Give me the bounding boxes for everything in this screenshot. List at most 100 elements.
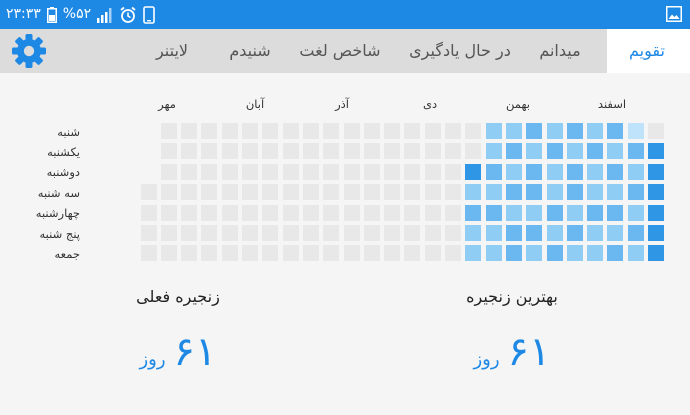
current-streak-number: ۶۱: [173, 329, 217, 375]
calendar-day-cell: [242, 225, 258, 241]
calendar-day-cell: [506, 143, 522, 159]
calendar-day-cell: [161, 205, 177, 221]
calendar-day-cell: [344, 245, 360, 261]
day-label-wednesday: چهارشنبه: [35, 206, 80, 220]
calendar-day-cell: [526, 184, 542, 200]
calendar-day-cell: [384, 164, 400, 180]
calendar-day-cell: [648, 205, 664, 221]
calendar-day-cell: [181, 123, 197, 139]
calendar-day-cell: [445, 164, 461, 180]
calendar-day-cell: [465, 164, 481, 180]
battery-percent: %۵۲: [62, 6, 92, 22]
calendar-day-cell: [465, 225, 481, 241]
calendar-day-cell: [587, 205, 603, 221]
calendar-day-cell: [323, 164, 339, 180]
calendar-day-cell: [547, 123, 563, 139]
calendar-day-cell: [607, 184, 623, 200]
calendar-day-cell: [242, 245, 258, 261]
calendar-day-cell: [222, 205, 238, 221]
calendar-day-cell: [567, 123, 583, 139]
calendar-day-cell: [547, 225, 563, 241]
calendar-day-cell: [242, 143, 258, 159]
calendar-day-cell: [404, 205, 420, 221]
tab-calendar[interactable]: تقویم: [629, 41, 665, 60]
gear-icon[interactable]: [10, 32, 48, 70]
calendar-day-cell: [567, 225, 583, 241]
calendar-day-cell: [628, 245, 644, 261]
calendar-day-cell: [262, 143, 278, 159]
calendar-day-cell: [404, 245, 420, 261]
calendar-day-cell: [465, 245, 481, 261]
calendar-day-cell: [262, 205, 278, 221]
calendar-day-cell: [506, 164, 522, 180]
calendar-day-cell: [262, 123, 278, 139]
calendar-day-cell: [445, 123, 461, 139]
best-streak-title: بهترین زنجیره: [466, 287, 558, 306]
calendar-day-cell: [607, 164, 623, 180]
calendar-day-cell: [445, 245, 461, 261]
calendar-day-cell: [648, 123, 664, 139]
tab-leitner[interactable]: لایتنر: [155, 41, 189, 60]
calendar-day-cell: [506, 225, 522, 241]
calendar-day-cell: [181, 143, 197, 159]
calendar-day-cell: [303, 184, 319, 200]
tab-learning[interactable]: در حال یادگیری: [409, 41, 511, 60]
calendar-day-cell: [607, 245, 623, 261]
month-label-mehr: مهر: [158, 97, 176, 111]
best-streak-unit: روز: [473, 349, 500, 370]
calendar-day-cell: [445, 184, 461, 200]
tabs-background: [0, 29, 607, 73]
image-notification-icon: [666, 6, 682, 22]
calendar-day-cell: [384, 205, 400, 221]
calendar-day-cell: [201, 143, 217, 159]
calendar-day-cell: [648, 143, 664, 159]
calendar-day-cell: [465, 143, 481, 159]
calendar-day-cell: [323, 225, 339, 241]
current-streak-title: زنجیره فعلی: [136, 287, 220, 306]
calendar-day-cell: [384, 245, 400, 261]
calendar-day-cell: [384, 225, 400, 241]
calendar-day-cell: [181, 225, 197, 241]
calendar-day-cell: [303, 245, 319, 261]
calendar-day-cell: [161, 123, 177, 139]
calendar-day-cell: [201, 245, 217, 261]
tab-heard[interactable]: شنیدم: [229, 41, 271, 60]
day-label-tuesday: سه شنبه: [37, 186, 80, 200]
calendar-day-cell: [344, 184, 360, 200]
calendar-day-cell: [323, 245, 339, 261]
calendar-day-cell: [547, 245, 563, 261]
calendar-day-cell: [506, 205, 522, 221]
calendar-day-cell: [262, 245, 278, 261]
calendar-day-cell: [486, 143, 502, 159]
month-label-azar: آذر: [335, 97, 349, 111]
calendar-day-cell: [384, 143, 400, 159]
calendar-day-cell: [445, 205, 461, 221]
calendar-day-cell: [486, 225, 502, 241]
calendar-day-cell: [445, 225, 461, 241]
calendar-day-cell: [141, 184, 157, 200]
calendar-day-cell: [141, 205, 157, 221]
calendar-day-cell: [547, 143, 563, 159]
calendar-day-cell: [364, 184, 380, 200]
alarm-icon: [120, 6, 136, 23]
calendar-day-cell: [262, 164, 278, 180]
calendar-day-cell: [262, 184, 278, 200]
calendar-day-cell: [364, 225, 380, 241]
calendar-day-cell: [161, 164, 177, 180]
best-streak-value: ۶۱ روز: [473, 328, 550, 376]
calendar-day-cell: [445, 143, 461, 159]
calendar-day-cell: [567, 184, 583, 200]
calendar-day-cell: [303, 225, 319, 241]
calendar-day-cell: [222, 225, 238, 241]
tab-word-index[interactable]: شاخص لغت: [299, 41, 381, 60]
calendar-day-cell: [344, 205, 360, 221]
calendar-day-cell: [587, 164, 603, 180]
calendar-day-cell: [303, 143, 319, 159]
tab-known[interactable]: میدانم: [539, 41, 581, 60]
calendar-day-cell: [486, 245, 502, 261]
calendar-day-cell: [425, 123, 441, 139]
status-right: [666, 6, 682, 26]
calendar-day-cell: [506, 184, 522, 200]
calendar-day-cell: [628, 123, 644, 139]
calendar-day-cell: [526, 225, 542, 241]
